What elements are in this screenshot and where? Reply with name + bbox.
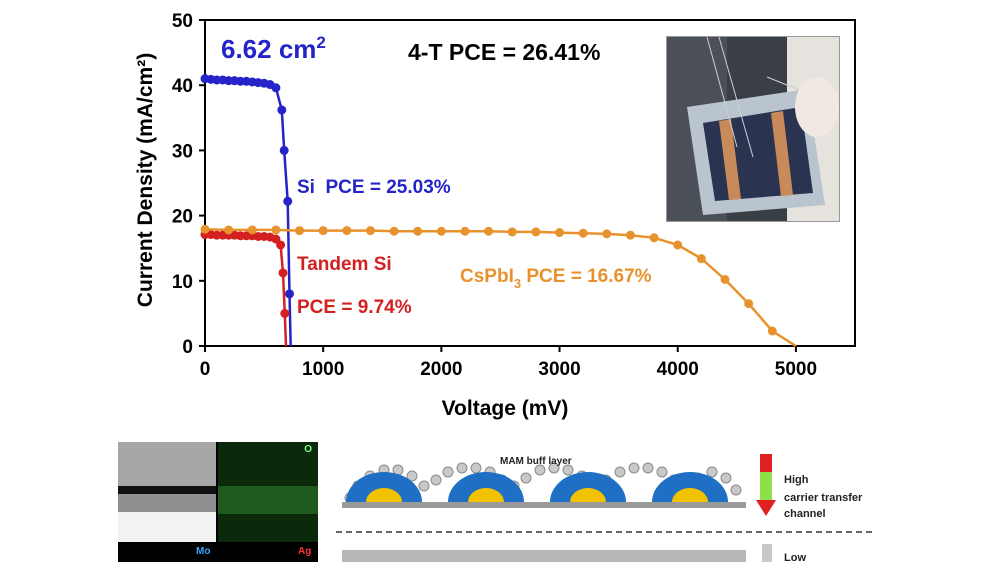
cspbi3-line (204, 228, 797, 348)
tandem-si-label: Tandem Si (297, 254, 392, 275)
si-pce-annotation: Si PCE = 25.03% (297, 177, 451, 198)
schematic-graphic (336, 454, 876, 562)
channel-label: channel (784, 508, 826, 520)
si-point (271, 83, 281, 93)
series-cspbi3 (200, 224, 797, 348)
carrier-transfer-schematic: MAM buff layer High carrier transfer cha… (336, 440, 876, 564)
x-tick-label: 5000 (775, 359, 817, 380)
y-axis-label: Current Density (mA/cm²) (134, 53, 157, 307)
chart-axes: 0 1000 2000 3000 4000 5000 0 10 20 30 40 50 (172, 11, 856, 380)
cspbi3-point (484, 226, 494, 236)
device-photo (666, 36, 840, 222)
tandem-si-line (205, 233, 288, 347)
cspbi3-prefix: CsPbI (460, 266, 514, 287)
cspbi3-point (342, 226, 352, 236)
cspbi3-point (200, 224, 210, 234)
cspbi3-point (365, 226, 375, 236)
low-label: Low (784, 552, 806, 564)
y-tick-label: 10 (172, 272, 193, 293)
x-tick-label: 1000 (302, 359, 344, 380)
tandem-si-point (271, 234, 281, 244)
cspbi3-suffix: PCE = 16.67% (521, 266, 652, 287)
cspbi3-point (389, 226, 399, 236)
x-tick-label: 2000 (420, 359, 462, 380)
si-point (279, 145, 289, 155)
si-point (283, 196, 293, 206)
plot-frame (204, 19, 856, 347)
y-tick-label: 40 (172, 76, 193, 97)
cspbi3-point (602, 229, 612, 239)
jv-chart: 0 1000 2000 3000 4000 5000 0 10 20 30 40 50 Voltage… (134, 11, 856, 420)
cspbi3-point (555, 228, 565, 238)
series-layer (200, 74, 797, 348)
cspbi3-point (767, 326, 777, 336)
sem-cross-section (118, 442, 216, 542)
cspbi3-point (295, 226, 305, 236)
device-photo-graphic (667, 37, 839, 221)
cspbi3-point (247, 225, 257, 235)
series-si (200, 74, 294, 347)
cspbi3-subscript: 3 (514, 276, 521, 291)
tandem-si-point (278, 268, 288, 278)
cspbi3-point (318, 226, 328, 236)
tandem-si-point (280, 308, 290, 318)
cspbi3-pce-annotation: CsPbI3 PCE = 16.67% (460, 266, 652, 291)
area-superscript: 2 (316, 33, 325, 52)
series-tandem-si (200, 230, 290, 347)
y-tick-label: 0 (182, 337, 193, 358)
labels-layer: Voltage (mV) Current Density (mA/cm²) 6.… (134, 33, 652, 420)
cspbi3-point (673, 240, 683, 250)
cspbi3-point (413, 226, 423, 236)
cspbi3-point (436, 226, 446, 236)
cspbi3-point (578, 228, 588, 238)
cspbi3-point (531, 227, 541, 237)
x-axis-label: Voltage (mV) (442, 397, 569, 420)
eds-mapping-panel: O Mo Ag (118, 442, 318, 562)
cspbi3-point (224, 225, 234, 235)
area-text: 6.62 cm (221, 34, 316, 64)
tandem-si-point (276, 240, 286, 250)
cspbi3-point (696, 254, 706, 264)
y-tick-label: 50 (172, 11, 193, 32)
area-annotation: 6.62 cm2 (221, 33, 326, 64)
si-point (285, 289, 294, 299)
eds-oxygen-map: O (218, 442, 318, 542)
y-tick-label: 30 (172, 141, 193, 162)
x-tick-label: 0 (200, 359, 211, 380)
cspbi3-point (271, 225, 281, 235)
cspbi3-point (460, 226, 470, 236)
cspbi3-point (720, 274, 730, 284)
eds-o-label: O (304, 444, 312, 455)
tandem-pce-annotation: PCE = 9.74% (297, 297, 412, 318)
buffer-layer-label: MAM buff layer (500, 456, 572, 467)
cspbi3-point (507, 227, 517, 237)
cspbi3-point (649, 233, 659, 243)
si-point (277, 105, 287, 115)
y-tick-label: 20 (172, 207, 193, 228)
si-line (204, 77, 292, 347)
eds-mo-label: Mo (196, 546, 211, 557)
cspbi3-point (744, 299, 754, 309)
cspbi3-point (625, 230, 635, 240)
high-label: High (784, 474, 809, 486)
carrier-transfer-label: carrier transfer (784, 492, 863, 504)
four-terminal-pce-annotation: 4-T PCE = 26.41% (408, 39, 600, 65)
x-tick-label: 3000 (538, 359, 580, 380)
x-tick-label: 4000 (657, 359, 699, 380)
eds-ag-label: Ag (298, 546, 312, 557)
